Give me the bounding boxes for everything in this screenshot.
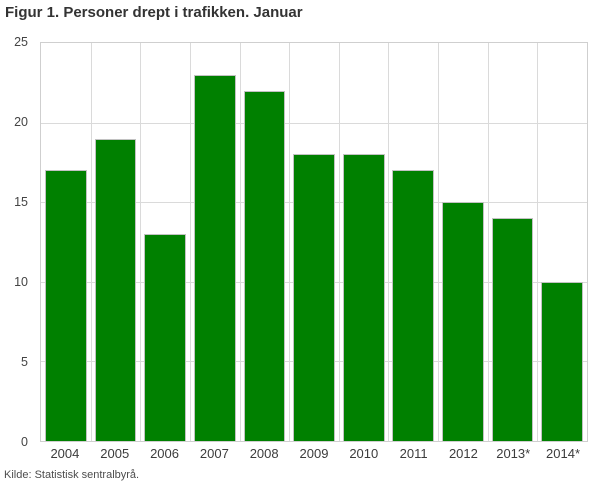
- bar-slot: [388, 43, 438, 441]
- x-tick-label: 2013*: [496, 446, 531, 461]
- x-tick-label: 2005: [100, 446, 130, 461]
- y-tick-label: 15: [14, 195, 28, 209]
- y-axis: 25 20 15 10 5 0: [0, 35, 28, 449]
- bar-2010: [342, 154, 385, 441]
- bar-slot: [41, 43, 91, 441]
- bar-2005: [94, 138, 137, 441]
- bar-slot: [240, 43, 290, 441]
- x-tick-label: 2010: [349, 446, 379, 461]
- vertical-gridline: [90, 43, 92, 441]
- vertical-gridline: [487, 43, 489, 441]
- bar-2007: [193, 74, 236, 441]
- x-tick-label: 2008: [249, 446, 279, 461]
- x-tick-label: 2009: [299, 446, 329, 461]
- bar-slot: [289, 43, 339, 441]
- y-tick-label: 0: [21, 435, 28, 449]
- vertical-gridline: [388, 43, 390, 441]
- vertical-gridline: [289, 43, 291, 441]
- bar-2004: [44, 170, 87, 441]
- x-axis: 2004 2005 2006 2007 2008 2009 2010 2011 2012 2013…: [40, 446, 588, 462]
- x-tick-label: 2004: [50, 446, 80, 461]
- vertical-gridline: [189, 43, 191, 441]
- bar-2014*: [541, 281, 584, 441]
- x-tick-label: 2012: [448, 446, 478, 461]
- vertical-gridline: [338, 43, 340, 441]
- bar-2013*: [491, 218, 534, 441]
- bar-slot: [91, 43, 141, 441]
- bar-2012: [442, 202, 484, 441]
- source-note: Kilde: Statistisk sentralbyrå.: [4, 469, 140, 481]
- bar-slot: [190, 43, 240, 441]
- vertical-gridline: [537, 43, 539, 441]
- x-tick-label: 2007: [199, 446, 229, 461]
- y-tick-label: 5: [21, 355, 28, 369]
- bar-2008: [243, 90, 286, 441]
- bar-slot: [537, 43, 587, 441]
- bar-2011: [392, 170, 435, 441]
- x-tick-label: 2014*: [546, 446, 581, 461]
- bar-slot: [339, 43, 389, 441]
- bar-slot: [140, 43, 190, 441]
- y-tick-label: 25: [14, 35, 28, 49]
- x-tick-label: 2011: [399, 446, 428, 461]
- vertical-gridline: [239, 43, 241, 441]
- vertical-gridline: [438, 43, 440, 441]
- chart-title: Figur 1. Personer drept i trafikken. Jan…: [5, 4, 303, 21]
- y-tick-label: 10: [14, 275, 28, 289]
- bar-2009: [293, 154, 335, 441]
- bars-layer: [41, 43, 587, 441]
- bar-2006: [144, 234, 186, 441]
- horizontal-gridline: [41, 122, 587, 124]
- vertical-gridline: [140, 43, 142, 441]
- x-tick-label: 2006: [150, 446, 179, 461]
- bar-slot: [488, 43, 538, 441]
- y-tick-label: 20: [14, 115, 28, 129]
- plot-area: [40, 42, 588, 442]
- bar-slot: [438, 43, 488, 441]
